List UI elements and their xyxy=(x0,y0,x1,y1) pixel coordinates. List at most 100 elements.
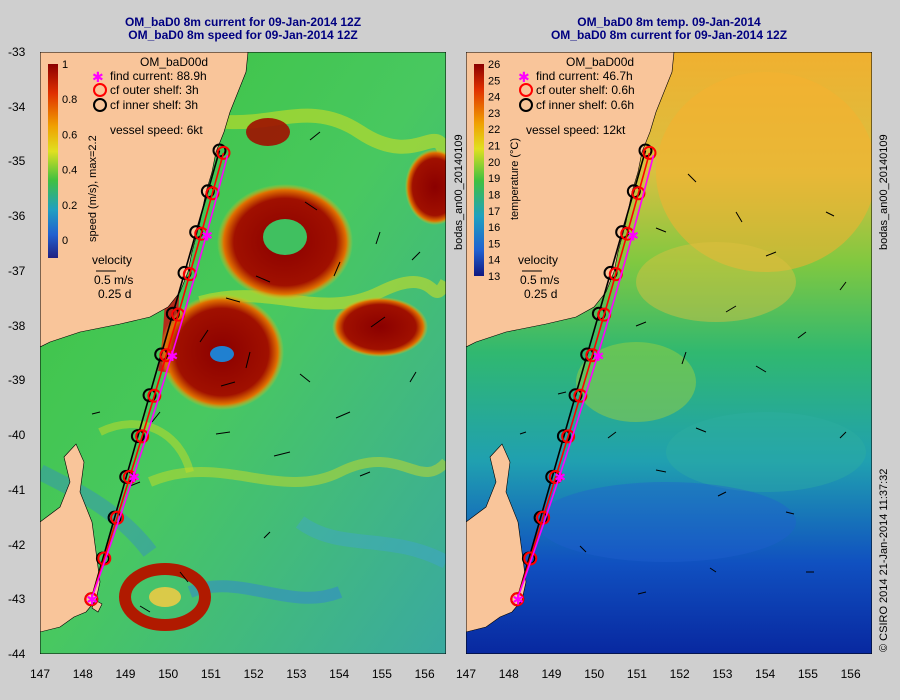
asterisk-icon: ✱ xyxy=(593,348,605,364)
left-velocity-time: 0.25 d xyxy=(98,287,131,301)
right-vessel-speed: vessel speed: 12kt xyxy=(526,123,626,137)
outer-shelf-route-waypoint xyxy=(510,592,525,607)
right-legend-title: OM_baD00d xyxy=(566,55,634,69)
colorbar-tick-label: 14 xyxy=(488,255,500,267)
x-tick-label: 153 xyxy=(286,667,307,681)
y-tick-label: -44 xyxy=(8,647,26,661)
x-tick-label: 149 xyxy=(115,667,136,681)
right-temp-texture xyxy=(536,72,872,562)
right-velocity-scale: 0.5 m/s xyxy=(520,273,559,287)
colorbar-tick-label: 15 xyxy=(488,238,500,250)
x-tick-label: 154 xyxy=(755,667,776,681)
inner-shelf-route-waypoint xyxy=(130,429,145,444)
right-map[interactable]: ✱ ✱ ✱ ✱ 26 25 24 23 22 21 20 19 18 17 16 15 14 13 temper… xyxy=(466,52,872,654)
y-tick-label: -37 xyxy=(8,263,26,278)
right-colorbar-label: temperature (°C) xyxy=(509,138,521,220)
outer-shelf-route-waypoint xyxy=(631,186,646,201)
left-eddy-small xyxy=(246,118,290,146)
colorbar-tick-label: 21 xyxy=(488,141,500,153)
y-tick-label: -33 xyxy=(8,45,26,59)
x-tick-label: 148 xyxy=(72,667,93,681)
x-tick-label: 150 xyxy=(158,667,179,681)
left-side-label: bodas_an00_20140109 xyxy=(453,134,465,250)
y-tick-label: -40 xyxy=(8,428,26,443)
red-circle-icon xyxy=(93,83,107,97)
colorbar-tick-label: 0.4 xyxy=(62,165,77,177)
colorbar-tick-label: 26 xyxy=(488,59,500,71)
right-legend-outer: cf outer shelf: 0.6h xyxy=(536,83,635,97)
red-circle-icon xyxy=(519,83,533,97)
x-tick-label: 150 xyxy=(584,667,605,681)
asterisk-icon: ✱ xyxy=(518,69,530,85)
x-tick-label: 151 xyxy=(200,667,221,681)
black-circle-icon xyxy=(519,98,533,112)
colorbar-tick-label: 20 xyxy=(488,157,500,169)
black-circle-icon xyxy=(93,98,107,112)
colorbar-tick-label: 0.8 xyxy=(62,94,77,106)
x-tick-label: 151 xyxy=(626,667,647,681)
right-legend-inner: cf inner shelf: 0.6h xyxy=(536,98,634,112)
inner-shelf-route-waypoint xyxy=(142,388,157,403)
x-tick-label: 155 xyxy=(797,667,818,681)
inner-shelf-route xyxy=(90,150,221,600)
asterisk-icon: ✱ xyxy=(86,591,98,607)
right-colorbar xyxy=(474,64,484,276)
outer-shelf-route xyxy=(90,152,225,600)
left-speed-texture xyxy=(40,105,446,604)
colorbar-tick-label: 18 xyxy=(488,189,500,201)
right-title-line2: OM_baD0 8m current for 09-Jan-2014 12Z xyxy=(550,28,788,42)
right-colorbar-ticks: 26 25 24 23 22 21 20 19 18 17 16 15 14 13 xyxy=(488,59,500,283)
inner-shelf-route xyxy=(516,150,647,600)
right-title: OM_baD0 8m temp. 09-Jan-2014 OM_baD0 8m … xyxy=(466,16,872,42)
x-tick-label: 156 xyxy=(840,667,861,681)
x-tick-label: 149 xyxy=(541,667,562,681)
left-legend-outer: cf outer shelf: 3h xyxy=(110,83,199,97)
outer-shelf-route-waypoint xyxy=(147,388,162,403)
colorbar-tick-label: 1 xyxy=(62,59,68,71)
outer-shelf-route-waypoint xyxy=(205,186,220,201)
y-tick-label: -42 xyxy=(8,537,26,552)
outer-shelf-route-waypoint xyxy=(84,592,99,607)
inner-shelf-route-waypoint xyxy=(568,388,583,403)
colorbar-tick-label: 16 xyxy=(488,222,500,234)
y-tick-label: -39 xyxy=(8,373,26,388)
outer-shelf-route-waypoint xyxy=(548,470,563,485)
inner-shelf-route-waypoint xyxy=(556,429,571,444)
asterisk-icon: ✱ xyxy=(627,227,639,243)
outer-shelf-route-waypoint xyxy=(642,145,657,160)
y-tick-label: -43 xyxy=(8,592,26,607)
left-title-line2: OM_baD0 8m speed for 09-Jan-2014 12Z xyxy=(128,28,358,42)
asterisk-icon: ✱ xyxy=(128,469,140,485)
asterisk-icon: ✱ xyxy=(554,469,566,485)
asterisk-icon: ✱ xyxy=(167,348,179,364)
left-vessel-speed: vessel speed: 6kt xyxy=(110,123,203,137)
x-tick-label: 147 xyxy=(29,667,51,681)
y-tick-label: -38 xyxy=(8,318,26,333)
outer-shelf-route-waypoint xyxy=(573,388,588,403)
footer-credit: © CSIRO 2014 21-Jan-2014 11:37:32 xyxy=(878,468,890,652)
left-legend-inner: cf inner shelf: 3h xyxy=(110,98,198,112)
y-tick-label: -34 xyxy=(8,99,26,114)
outer-shelf-route xyxy=(516,152,651,600)
colorbar-tick-label: 17 xyxy=(488,206,500,218)
right-legend-find: find current: 46.7h xyxy=(536,69,633,83)
left-eddy-central-core xyxy=(210,346,234,362)
outer-shelf-route-waypoint xyxy=(135,429,150,444)
colorbar-tick-label: 24 xyxy=(488,92,500,104)
left-colorbar-label: speed (m/s), max=2.2 xyxy=(87,135,99,242)
x-tick-label: 148 xyxy=(498,667,519,681)
left-legend-title: OM_baD00d xyxy=(140,55,208,69)
x-tick-label: 155 xyxy=(371,667,392,681)
left-map[interactable]: ✱ ✱ ✱ ✱ 1 0.8 0.6 0.4 0.2 0 speed (m/s), max=2.2… xyxy=(40,52,446,654)
right-land-tasmania xyxy=(466,443,527,633)
left-eddy-south xyxy=(119,563,211,631)
outer-shelf-route-waypoint xyxy=(216,145,231,160)
left-velocity-scale: 0.5 m/s xyxy=(94,273,133,287)
outer-shelf-route-waypoint xyxy=(561,429,576,444)
colorbar-tick-label: 0.2 xyxy=(62,200,77,212)
right-velocity-arrows xyxy=(519,173,847,595)
colorbar-tick-label: 0.6 xyxy=(62,129,77,141)
right-title-line1: OM_baD0 8m temp. 09-Jan-2014 xyxy=(577,15,761,29)
x-tick-label: 156 xyxy=(414,667,435,681)
left-legend-markers: ✱ xyxy=(92,69,107,112)
